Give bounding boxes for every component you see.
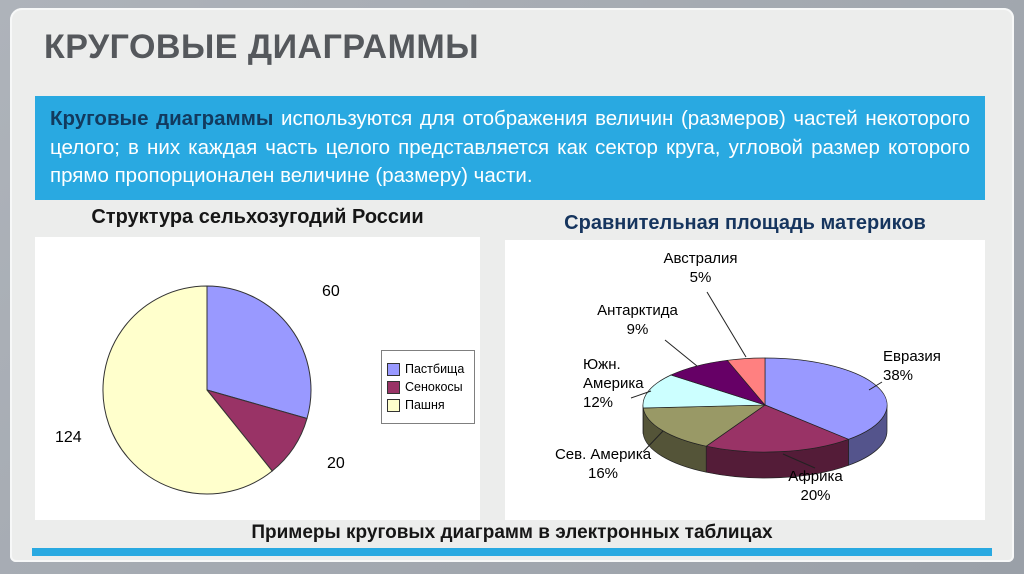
- pie-label-africa: Африка 20%: [773, 468, 858, 506]
- pie-label-value: 38%: [883, 366, 914, 384]
- pie-slice: [206, 285, 312, 420]
- right-chart-panel: Австралия 5% Антарктида 9% Южн. Америка …: [505, 240, 985, 520]
- pie-label-name: Австралия: [663, 250, 738, 267]
- legend-label-arable: Пашня: [405, 398, 445, 412]
- legend-label-hayfields: Сенокосы: [405, 380, 463, 394]
- pie-label-name: Антарктида: [597, 302, 678, 319]
- pie-slice-top: [642, 374, 766, 409]
- leader-line: [868, 381, 883, 391]
- pie-label-name: Евразия: [883, 348, 941, 365]
- page-title: КРУГОВЫЕ ДИАГРАММЫ: [44, 28, 480, 66]
- data-label-hayfields: 20: [327, 455, 345, 472]
- legend-label-pastures: Пастбища: [405, 362, 465, 376]
- leader-line: [664, 339, 698, 367]
- leader-line: [630, 390, 652, 399]
- legend-swatch-arable: [387, 398, 400, 412]
- pie-label-value: 5%: [689, 268, 712, 286]
- pie-label-north-america: Сев. Америка 16%: [543, 446, 663, 484]
- pie-slice-top: [642, 404, 767, 447]
- leader-line: [782, 453, 816, 469]
- slide-caption: Примеры круговых диаграмм в электронных …: [251, 522, 773, 543]
- pie-label-value: 12%: [583, 393, 614, 411]
- leader-line: [642, 430, 664, 453]
- data-label-pastures: 60: [322, 283, 340, 300]
- pie-slice-top: [764, 357, 888, 440]
- definition-lead: Круговые диаграммы: [50, 107, 274, 130]
- left-chart-title: Структура сельхозугодий России: [91, 206, 424, 228]
- pie-label-south-america: Южн. Америка 12%: [583, 356, 661, 412]
- pie-slice-top: [726, 357, 766, 406]
- pie-label-australia: Австралия 5%: [653, 250, 748, 288]
- pie-slice: [102, 285, 273, 495]
- pie-label-value: 20%: [800, 486, 831, 504]
- pie-label-eurasia: Евразия 38%: [883, 348, 955, 386]
- presentation-slide: КРУГОВЫЕ ДИАГРАММЫ Круговые диаграммы ис…: [10, 8, 1014, 562]
- pie-slice-top: [705, 404, 850, 453]
- pie-chart-2d: [102, 285, 312, 495]
- pie-label-name: Африка: [788, 468, 843, 485]
- pie-chart-3d: [630, 291, 888, 479]
- legend-item-hayfields: Сенокосы: [387, 380, 469, 394]
- pie-label-value: 9%: [626, 320, 649, 338]
- pie-label-value: 16%: [587, 464, 619, 482]
- left-chart-panel: 60 20 124 Пастбища Сенокосы Пашня: [35, 237, 480, 520]
- pie-label-name: Южн. Америка: [583, 356, 644, 392]
- legend-swatch-pastures: [387, 362, 400, 376]
- legend-item-pastures: Пастбища: [387, 362, 469, 376]
- data-label-arable: 124: [55, 429, 82, 446]
- chart-legend: Пастбища Сенокосы Пашня: [381, 350, 475, 424]
- leader-line: [706, 291, 747, 358]
- bottom-accent-strip: [32, 548, 992, 556]
- right-chart-title: Сравнительная площадь материков: [564, 212, 926, 234]
- legend-item-arable: Пашня: [387, 398, 469, 412]
- legend-swatch-hayfields: [387, 380, 400, 394]
- definition-box: Круговые диаграммы используются для отоб…: [35, 96, 985, 201]
- pie-label-antarctica: Антарктида 9%: [585, 302, 690, 340]
- pie-label-name: Сев. Америка: [554, 446, 652, 463]
- definition-rest: используются для отображения величин (ра…: [50, 107, 970, 188]
